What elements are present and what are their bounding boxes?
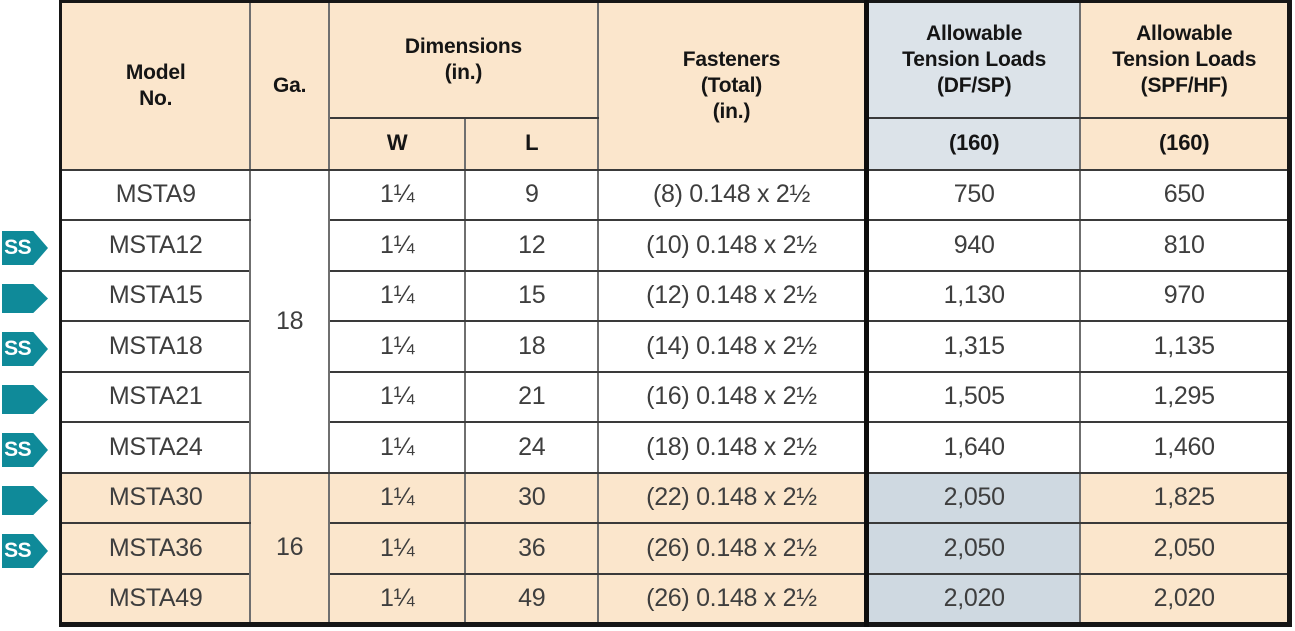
table-row: MSTA15 1¼ 15 (12) 0.148 x 2½ 1,130 970 <box>59 269 1291 322</box>
table-row: MSTA21 1¼ 21 (16) 0.148 x 2½ 1,505 1,295 <box>59 370 1291 423</box>
fasteners-cell: (12) 0.148 x 2½ <box>597 269 868 322</box>
dfsp-load-cell: 2,020 <box>863 572 1082 625</box>
l-cell: 12 <box>464 219 600 272</box>
dfsp-load-cell: 1,130 <box>863 269 1082 322</box>
model-cell: MSTA18 <box>59 320 252 373</box>
table-row: MSTA12 1¼ 12 (10) 0.148 x 2½ 940 810 <box>59 219 1291 272</box>
ss-badge-label: SS <box>4 438 32 461</box>
ss-badge: SS <box>2 534 48 568</box>
header-dimensions: Dimensions (in.) <box>327 0 600 119</box>
l-cell: 36 <box>464 522 600 575</box>
table-row: MSTA9 18 1¼ 9 (8) 0.148 x 2½ 750 650 <box>59 168 1291 474</box>
table-body: MSTA9 18 1¼ 9 (8) 0.148 x 2½ 750 650 MST… <box>59 168 1291 625</box>
ss-badge-label: SS <box>4 539 32 562</box>
table-header: Model No. Ga. Dimensions (in.) Fasteners… <box>59 0 1291 171</box>
w-cell: 1¼ <box>327 522 467 575</box>
spfhf-load-cell: 650 <box>1079 168 1291 221</box>
fasteners-cell: (18) 0.148 x 2½ <box>597 421 868 474</box>
model-cell: MSTA12 <box>59 219 252 272</box>
spfhf-load-cell: 2,020 <box>1079 572 1291 625</box>
table-row: MSTA18 1¼ 18 (14) 0.148 x 2½ 1,315 1,135 <box>59 320 1291 373</box>
w-cell: 1¼ <box>327 320 467 373</box>
model-cell: MSTA9 <box>59 168 252 221</box>
model-cell: MSTA24 <box>59 421 252 474</box>
fasteners-cell: (26) 0.148 x 2½ <box>597 522 868 575</box>
l-cell: 18 <box>464 320 600 373</box>
spfhf-load-cell: 1,295 <box>1079 370 1291 423</box>
spfhf-load-cell: 970 <box>1079 269 1291 322</box>
spfhf-load-cell: 1,135 <box>1079 320 1291 373</box>
w-cell: 1¼ <box>327 572 467 625</box>
ss-badge: SS <box>2 231 48 265</box>
w-cell: 1¼ <box>327 219 467 272</box>
ss-badge: SS <box>2 332 48 366</box>
header-l: L <box>464 116 600 171</box>
table-row: MSTA30 16 1¼ 30 (22) 0.148 x 2½ 2,050 1,… <box>59 471 1291 625</box>
ss-badge-label: SS <box>4 236 32 259</box>
ga-cell: 16 <box>249 471 330 625</box>
ss-badge: SS <box>2 433 48 467</box>
l-cell: 9 <box>464 168 600 221</box>
dfsp-load-cell: 2,050 <box>863 522 1082 575</box>
ga-cell: 18 <box>249 168 330 474</box>
w-cell: 1¼ <box>327 168 467 221</box>
fasteners-cell: (14) 0.148 x 2½ <box>597 320 868 373</box>
dfsp-load-cell: 940 <box>863 219 1082 272</box>
spfhf-load-cell: 1,825 <box>1079 471 1291 524</box>
arrow-badge-icon <box>2 385 48 414</box>
w-cell: 1¼ <box>327 269 467 322</box>
model-cell: MSTA49 <box>59 572 252 625</box>
dfsp-load-cell: 1,315 <box>863 320 1082 373</box>
model-cell: MSTA30 <box>59 471 252 524</box>
spfhf-load-cell: 810 <box>1079 219 1291 272</box>
table-row: MSTA49 1¼ 49 (26) 0.148 x 2½ 2,020 2,020 <box>59 572 1291 625</box>
l-cell: 24 <box>464 421 600 474</box>
header-ga: Ga. <box>249 0 330 171</box>
header-model-no: Model No. <box>59 0 252 171</box>
header-allowable-dfsp: Allowable Tension Loads (DF/SP) <box>863 0 1082 119</box>
fasteners-cell: (8) 0.148 x 2½ <box>597 168 868 221</box>
spfhf-load-cell: 2,050 <box>1079 522 1291 575</box>
l-cell: 15 <box>464 269 600 322</box>
dfsp-load-cell: 1,505 <box>863 370 1082 423</box>
header-spfhf-160: (160) <box>1079 116 1291 171</box>
allowable-tension-loads-table: Model No. Ga. Dimensions (in.) Fasteners… <box>59 0 1292 627</box>
dfsp-load-cell: 1,640 <box>863 421 1082 474</box>
table-row: MSTA36 1¼ 36 (26) 0.148 x 2½ 2,050 2,050 <box>59 522 1291 575</box>
fasteners-cell: (10) 0.148 x 2½ <box>597 219 868 272</box>
l-cell: 21 <box>464 370 600 423</box>
arrow-badge-icon <box>2 486 48 515</box>
model-cell: MSTA21 <box>59 370 252 423</box>
w-cell: 1¼ <box>327 421 467 474</box>
header-allowable-spfhf: Allowable Tension Loads (SPF/HF) <box>1079 0 1291 119</box>
fasteners-cell: (16) 0.148 x 2½ <box>597 370 868 423</box>
arrow-badge-icon <box>2 284 48 313</box>
header-w: W <box>327 116 467 171</box>
dfsp-load-cell: 750 <box>863 168 1082 221</box>
model-cell: MSTA36 <box>59 522 252 575</box>
model-cell: MSTA15 <box>59 269 252 322</box>
l-cell: 30 <box>464 471 600 524</box>
l-cell: 49 <box>464 572 600 625</box>
ss-badge-label: SS <box>4 337 32 360</box>
header-fasteners: Fasteners (Total) (in.) <box>597 0 868 171</box>
table-row: MSTA24 1¼ 24 (18) 0.148 x 2½ 1,640 1,460 <box>59 421 1291 474</box>
spfhf-load-cell: 1,460 <box>1079 421 1291 474</box>
header-dfsp-160: (160) <box>863 116 1082 171</box>
fasteners-cell: (26) 0.148 x 2½ <box>597 572 868 625</box>
w-cell: 1¼ <box>327 471 467 524</box>
fasteners-cell: (22) 0.148 x 2½ <box>597 471 868 524</box>
dfsp-load-cell: 2,050 <box>863 471 1082 524</box>
w-cell: 1¼ <box>327 370 467 423</box>
